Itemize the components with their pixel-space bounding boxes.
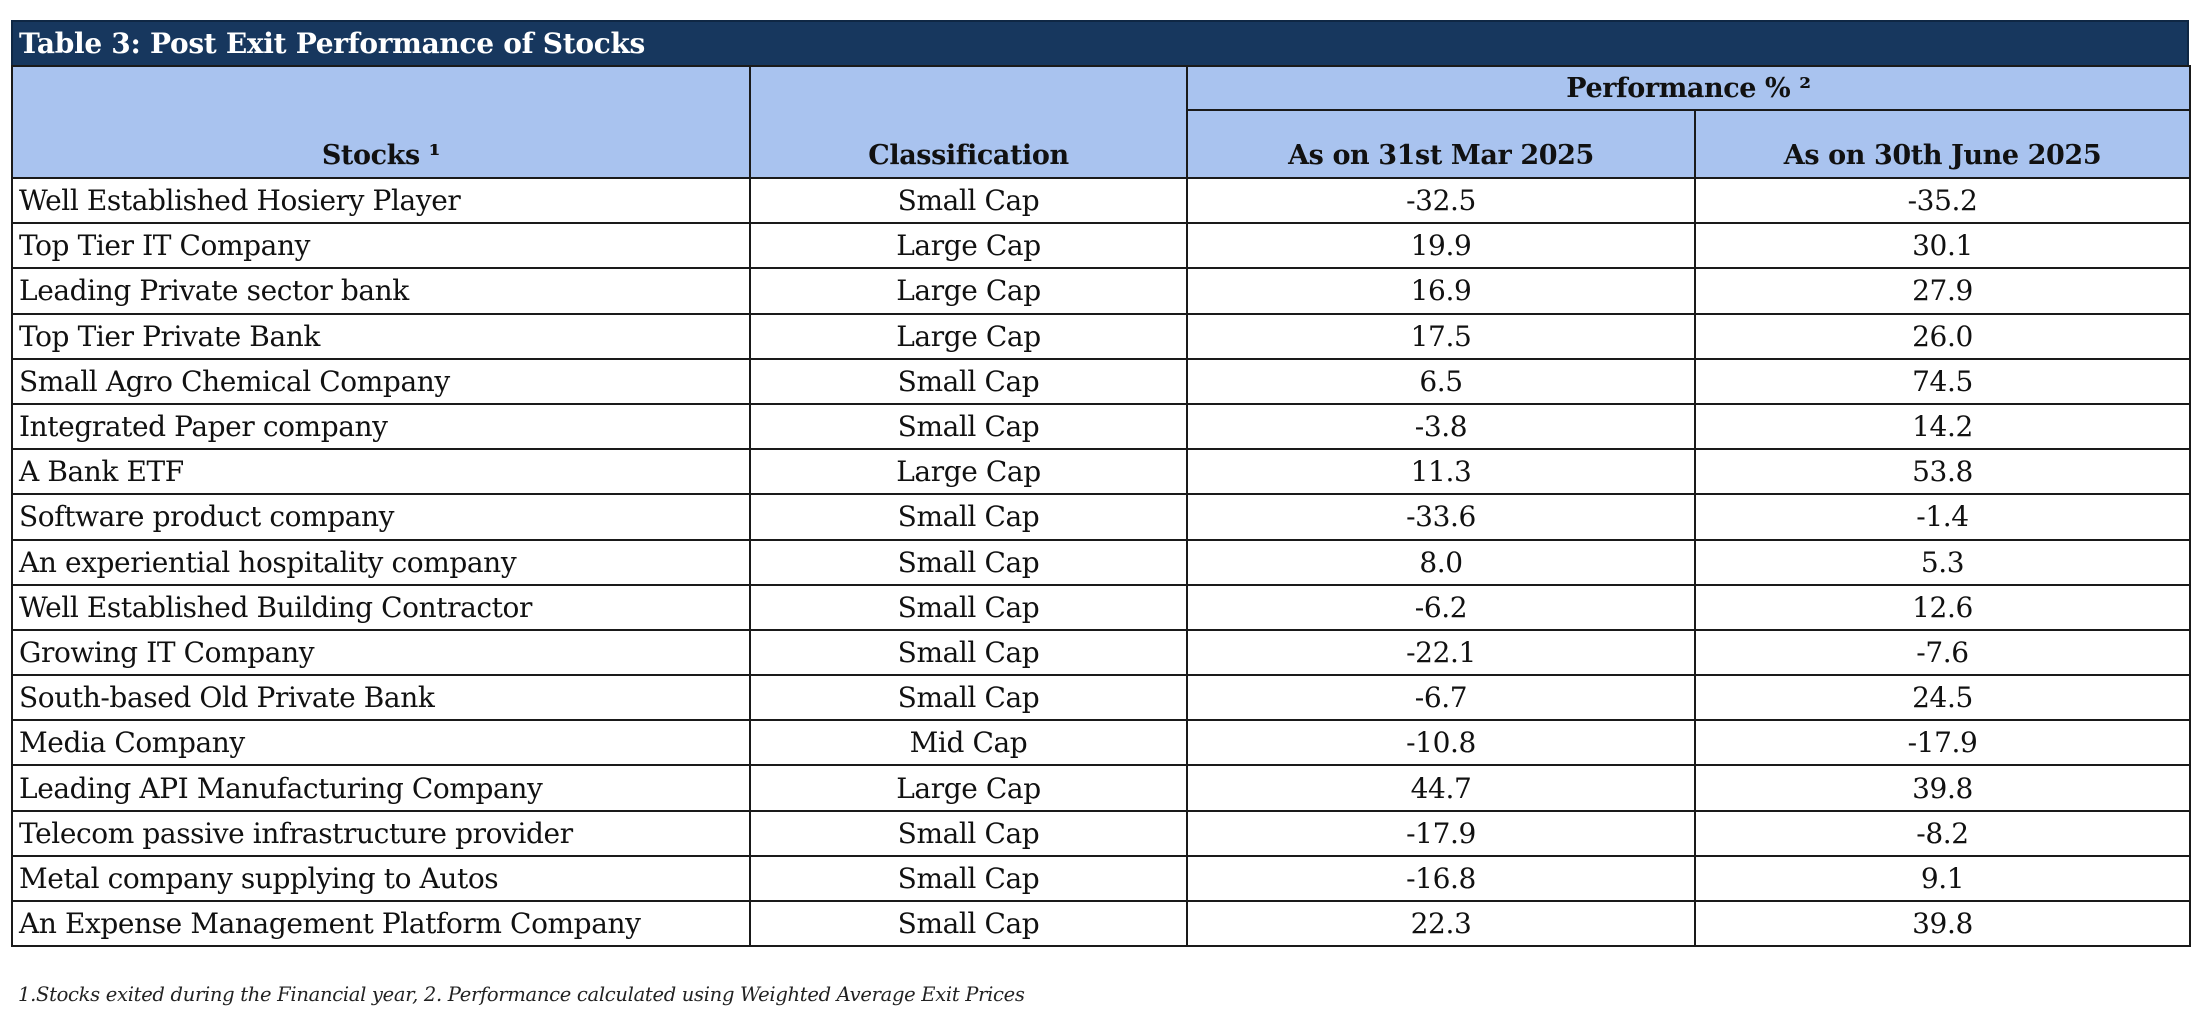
table-row: Growing IT Company Small Cap -22.1 -7.6 — [11, 628, 2191, 677]
performance-mar-cell: 19.9 — [1186, 222, 1696, 270]
performance-mar-cell: 22.3 — [1186, 899, 1696, 948]
performance-mar-cell: -17.9 — [1186, 809, 1696, 857]
classification-cell: Small Cap — [749, 899, 1188, 948]
performance-jun-cell: 14.2 — [1694, 402, 2191, 451]
stock-name-cell: Metal company supplying to Autos — [11, 854, 751, 903]
header-mar-2025: As on 31st Mar 2025 — [1186, 109, 1696, 179]
classification-cell: Small Cap — [749, 674, 1188, 722]
table-row: Leading API Manufacturing Company Large C… — [11, 764, 2191, 812]
performance-jun-cell: 39.8 — [1694, 764, 2191, 812]
stock-name-cell: A Bank ETF — [11, 448, 751, 496]
classification-cell: Small Cap — [749, 809, 1188, 857]
classification-cell: Small Cap — [749, 357, 1188, 405]
performance-mar-cell: 11.3 — [1186, 448, 1696, 496]
stock-name-cell: Telecom passive infrastructure provider — [11, 809, 751, 857]
table-title: Table 3: Post Exit Performance of Stocks — [19, 27, 646, 60]
performance-mar-cell: -10.8 — [1186, 719, 1696, 767]
performance-jun-cell: 24.5 — [1694, 674, 2191, 722]
header-stocks: Stocks ¹ — [11, 65, 751, 179]
performance-jun-cell: -7.6 — [1694, 628, 2191, 677]
table-row: Leading Private sector bank Large Cap 16.9… — [11, 267, 2191, 315]
table-row: Well Established Building Contractor Smal… — [11, 583, 2191, 631]
classification-cell: Small Cap — [749, 628, 1188, 677]
performance-jun-cell: -8.2 — [1694, 809, 2191, 857]
classification-cell: Large Cap — [749, 448, 1188, 496]
stock-name-cell: Top Tier IT Company — [11, 222, 751, 270]
performance-table: Stocks ¹ Classification Performance % ² … — [11, 65, 2191, 948]
table-row: Small Agro Chemical Company Small Cap 6.5 7… — [11, 357, 2191, 405]
performance-jun-cell: 9.1 — [1694, 854, 2191, 903]
classification-cell: Small Cap — [749, 583, 1188, 631]
table-row: Metal company supplying to Autos Small Ca… — [11, 854, 2191, 903]
stock-name-cell: Well Established Hosiery Player — [11, 176, 751, 225]
stock-name-cell: Small Agro Chemical Company — [11, 357, 751, 405]
performance-mar-cell: -6.7 — [1186, 674, 1696, 722]
performance-mar-cell: -6.2 — [1186, 583, 1696, 631]
table-body: Well Established Hosiery Player Small Cap… — [11, 176, 2191, 948]
performance-mar-cell: 17.5 — [1186, 312, 1696, 360]
performance-mar-cell: 8.0 — [1186, 538, 1696, 586]
stock-name-cell: Software product company — [11, 493, 751, 541]
performance-jun-cell: -35.2 — [1694, 176, 2191, 225]
classification-cell: Small Cap — [749, 493, 1188, 541]
performance-mar-cell: 6.5 — [1186, 357, 1696, 405]
table-row: Top Tier Private Bank Large Cap 17.5 26.0 — [11, 312, 2191, 360]
classification-cell: Small Cap — [749, 854, 1188, 903]
performance-jun-cell: -1.4 — [1694, 493, 2191, 541]
stock-name-cell: Media Company — [11, 719, 751, 767]
table-row: A Bank ETF Large Cap 11.3 53.8 — [11, 448, 2191, 496]
classification-cell: Large Cap — [749, 312, 1188, 360]
stock-name-cell: Leading Private sector bank — [11, 267, 751, 315]
performance-jun-cell: 27.9 — [1694, 267, 2191, 315]
table-row: Top Tier IT Company Large Cap 19.9 30.1 — [11, 222, 2191, 270]
header-classification: Classification — [749, 65, 1188, 179]
classification-cell: Mid Cap — [749, 719, 1188, 767]
classification-cell: Large Cap — [749, 222, 1188, 270]
stock-name-cell: Top Tier Private Bank — [11, 312, 751, 360]
classification-cell: Large Cap — [749, 764, 1188, 812]
performance-jun-cell: -17.9 — [1694, 719, 2191, 767]
performance-mar-cell: -33.6 — [1186, 493, 1696, 541]
stock-name-cell: An experiential hospitality company — [11, 538, 751, 586]
classification-cell: Small Cap — [749, 176, 1188, 225]
performance-mar-cell: -16.8 — [1186, 854, 1696, 903]
stock-name-cell: Leading API Manufacturing Company — [11, 764, 751, 812]
performance-jun-cell: 74.5 — [1694, 357, 2191, 405]
table-header: Stocks ¹ Classification Performance % ² … — [11, 65, 2191, 179]
table-row: Media Company Mid Cap -10.8 -17.9 — [11, 719, 2191, 767]
table-row: South-based Old Private Bank Small Cap -6.… — [11, 674, 2191, 722]
stock-name-cell: Integrated Paper company — [11, 402, 751, 451]
classification-cell: Large Cap — [749, 267, 1188, 315]
stock-name-cell: An Expense Management Platform Company — [11, 899, 751, 948]
table-title-bar: Table 3: Post Exit Performance of Stocks — [11, 20, 2189, 65]
performance-jun-cell: 12.6 — [1694, 583, 2191, 631]
table-row: An Expense Management Platform Company Sm… — [11, 899, 2191, 948]
table-row: Integrated Paper company Small Cap -3.8 14.… — [11, 402, 2191, 451]
table-row: Telecom passive infrastructure provider S… — [11, 809, 2191, 857]
performance-jun-cell: 53.8 — [1694, 448, 2191, 496]
header-performance: Performance % ² — [1186, 65, 2191, 111]
stock-name-cell: Well Established Building Contractor — [11, 583, 751, 631]
performance-mar-cell: -22.1 — [1186, 628, 1696, 677]
table-container: Table 3: Post Exit Performance of Stocks… — [11, 20, 2191, 948]
performance-jun-cell: 30.1 — [1694, 222, 2191, 270]
performance-jun-cell: 39.8 — [1694, 899, 2191, 948]
classification-cell: Small Cap — [749, 402, 1188, 451]
table-row: Well Established Hosiery Player Small Cap… — [11, 176, 2191, 225]
performance-mar-cell: -32.5 — [1186, 176, 1696, 225]
performance-mar-cell: -3.8 — [1186, 402, 1696, 451]
stock-name-cell: Growing IT Company — [11, 628, 751, 677]
footnote: 1.Stocks exited during the Financial yea… — [18, 983, 1025, 1006]
classification-cell: Small Cap — [749, 538, 1188, 586]
table-row: Software product company Small Cap -33.6 -1… — [11, 493, 2191, 541]
table-row: An experiential hospitality company Small… — [11, 538, 2191, 586]
performance-mar-cell: 44.7 — [1186, 764, 1696, 812]
performance-mar-cell: 16.9 — [1186, 267, 1696, 315]
header-jun-2025: As on 30th June 2025 — [1694, 109, 2191, 179]
performance-jun-cell: 5.3 — [1694, 538, 2191, 586]
stock-name-cell: South-based Old Private Bank — [11, 674, 751, 722]
performance-jun-cell: 26.0 — [1694, 312, 2191, 360]
